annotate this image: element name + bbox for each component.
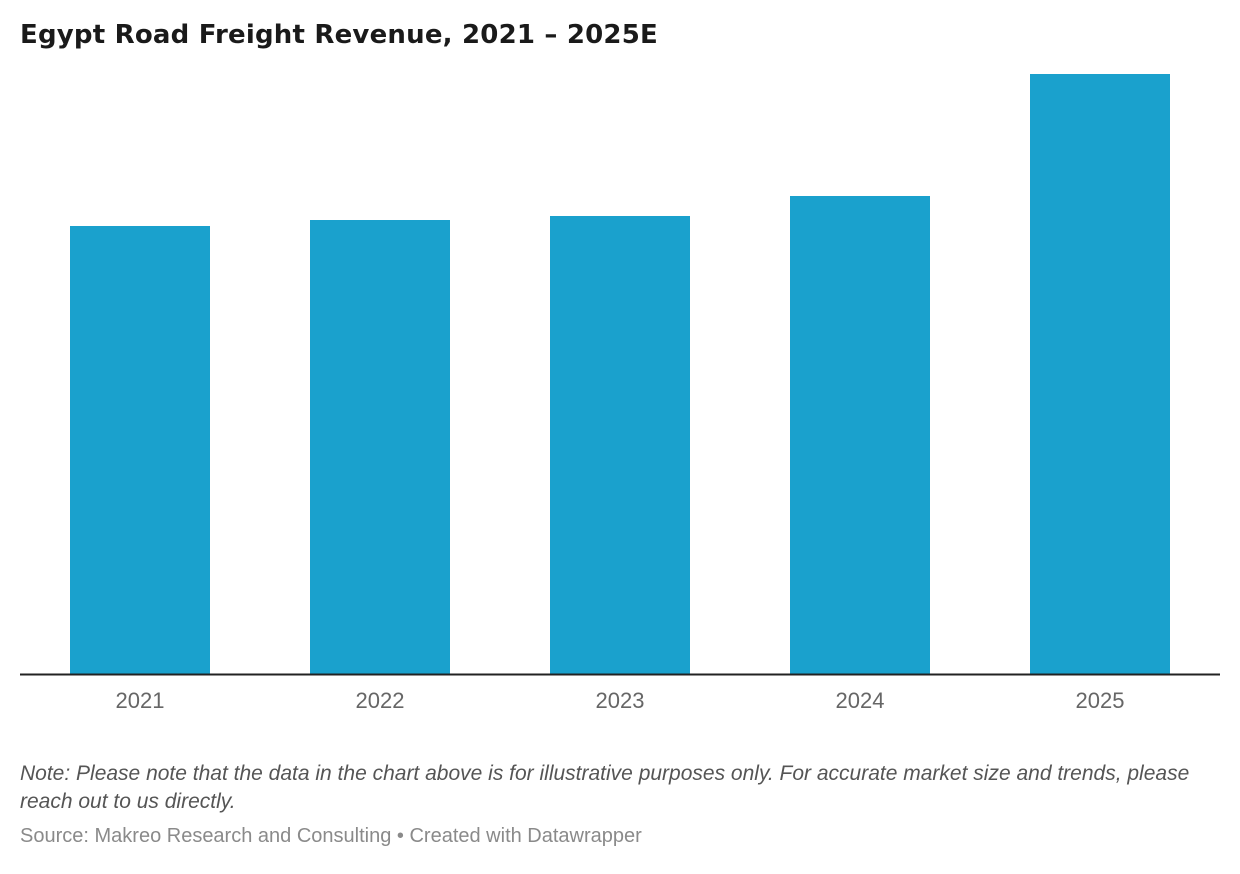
x-tick-label-2023: 2023	[596, 688, 645, 713]
x-tick-label-2021: 2021	[116, 688, 165, 713]
bar-2024[interactable]	[790, 196, 930, 674]
x-tick-labels: 2021 2022 2023 2024 2025	[116, 688, 1125, 713]
source-label: Source:	[20, 825, 89, 847]
bar-2022[interactable]	[310, 220, 450, 674]
source-name[interactable]: Makreo Research and Consulting	[94, 825, 392, 847]
bar-2025[interactable]	[1030, 74, 1170, 674]
bar-2021[interactable]	[70, 226, 210, 674]
chart-footer: Source: Makreo Research and Consulting •…	[20, 825, 642, 848]
footer-separator: •	[396, 825, 404, 847]
bars-group	[70, 74, 1170, 674]
chart-title: Egypt Road Freight Revenue, 2021 – 2025E	[20, 20, 658, 50]
x-tick-label-2025: 2025	[1076, 688, 1125, 713]
x-tick-label-2022: 2022	[356, 688, 405, 713]
chart-note: Note: Please note that the data in the c…	[20, 762, 1190, 813]
datawrapper-credit-link[interactable]: Created with Datawrapper	[409, 825, 642, 847]
bar-2023[interactable]	[550, 216, 690, 674]
x-tick-label-2024: 2024	[836, 688, 885, 713]
